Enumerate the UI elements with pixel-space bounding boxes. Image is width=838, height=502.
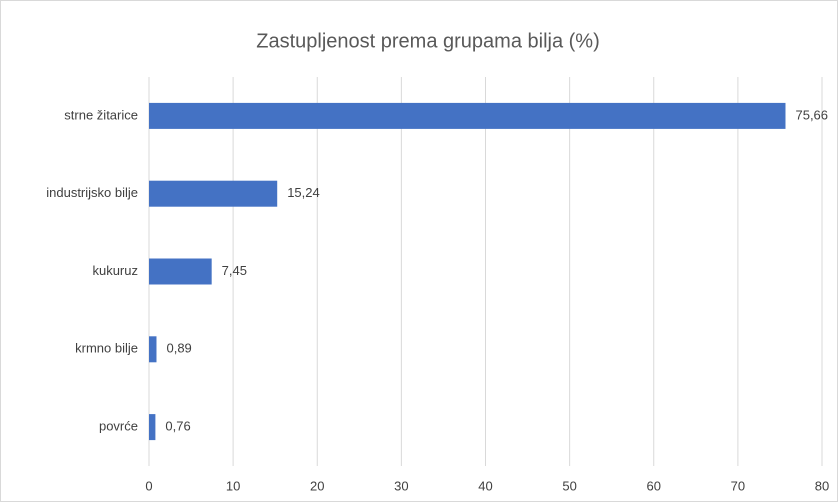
bar bbox=[149, 180, 278, 207]
bar bbox=[149, 102, 786, 129]
data-label: 0,89 bbox=[166, 341, 191, 356]
data-label: 0,76 bbox=[165, 419, 190, 434]
x-tick-label: 20 bbox=[310, 478, 324, 493]
y-tick-label: povrće bbox=[99, 419, 138, 434]
y-tick-label: krmno bilje bbox=[75, 341, 138, 356]
bar bbox=[149, 336, 157, 363]
x-tick-label: 30 bbox=[394, 478, 408, 493]
y-tick-label: kukuruz bbox=[92, 263, 138, 278]
y-tick-label: industrijsko bilje bbox=[46, 185, 138, 200]
data-label: 75,66 bbox=[795, 107, 828, 122]
x-tick-label: 80 bbox=[815, 478, 829, 493]
y-tick-label: strne žitarice bbox=[64, 107, 138, 122]
x-tick-label: 60 bbox=[647, 478, 661, 493]
data-label: 7,45 bbox=[222, 263, 247, 278]
bar bbox=[149, 414, 156, 441]
x-tick-label: 70 bbox=[731, 478, 745, 493]
chart-title: Zastupljenost prema grupama bilja (%) bbox=[256, 30, 600, 52]
x-tick-label: 0 bbox=[145, 478, 152, 493]
x-tick-label: 40 bbox=[478, 478, 492, 493]
x-tick-label: 10 bbox=[226, 478, 240, 493]
data-label: 15,24 bbox=[287, 185, 320, 200]
x-tick-label: 50 bbox=[562, 478, 576, 493]
bar bbox=[149, 258, 212, 285]
